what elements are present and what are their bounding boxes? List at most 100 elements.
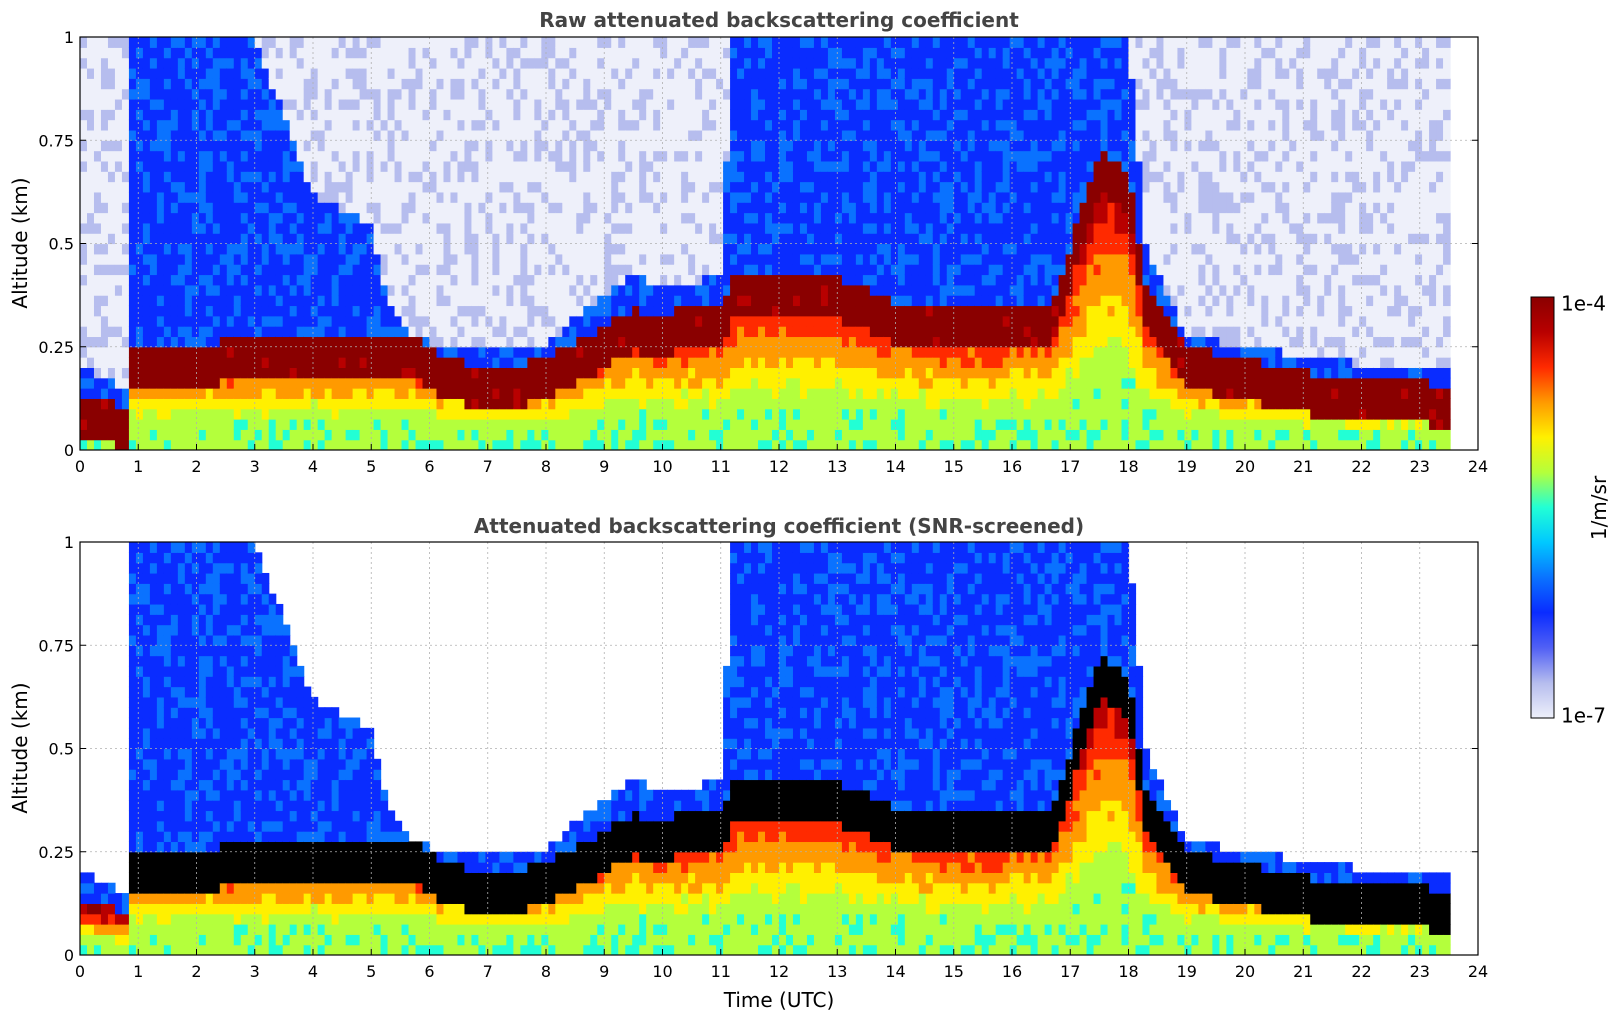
heatmap-cell bbox=[345, 47, 354, 59]
heatmap-cell bbox=[758, 129, 766, 141]
heatmap-cell bbox=[709, 98, 717, 110]
heatmap-cell bbox=[799, 171, 808, 183]
heatmap-cell bbox=[492, 119, 500, 131]
heatmap-cell bbox=[667, 57, 675, 69]
heatmap-cell bbox=[792, 202, 801, 214]
heatmap-cell bbox=[261, 181, 270, 193]
heatmap-cell bbox=[569, 222, 577, 234]
heatmap-cell bbox=[667, 140, 675, 152]
heatmap-cell bbox=[925, 57, 934, 69]
heatmap-cell bbox=[555, 439, 563, 450]
heatmap-cell bbox=[548, 429, 556, 441]
heatmap-cell bbox=[681, 98, 689, 110]
heatmap-cell bbox=[457, 305, 466, 317]
heatmap-cell bbox=[492, 57, 500, 69]
heatmap-cell bbox=[499, 357, 507, 368]
heatmap-cell bbox=[562, 284, 570, 296]
heatmap-cell bbox=[198, 67, 207, 79]
heatmap-cell bbox=[527, 37, 535, 48]
heatmap-cell bbox=[695, 295, 703, 307]
heatmap-cell bbox=[107, 284, 116, 296]
heatmap-cell bbox=[317, 419, 326, 430]
heatmap-cell bbox=[890, 233, 899, 245]
heatmap-cell bbox=[345, 429, 354, 441]
heatmap-cell bbox=[639, 419, 647, 430]
heatmap-cell bbox=[897, 357, 906, 368]
heatmap-cell bbox=[904, 274, 913, 286]
heatmap-cell bbox=[639, 171, 647, 183]
heatmap-cell bbox=[100, 57, 109, 69]
heatmap-cell bbox=[471, 253, 480, 265]
heatmap-cell bbox=[282, 326, 291, 338]
heatmap-cell bbox=[219, 295, 228, 307]
heatmap-cell bbox=[946, 181, 955, 193]
heatmap-cell bbox=[86, 336, 95, 348]
heatmap-cell bbox=[422, 326, 431, 338]
heatmap-cell bbox=[834, 129, 843, 141]
heatmap-cell bbox=[911, 357, 920, 368]
heatmap-cell bbox=[723, 129, 731, 141]
heatmap-cell bbox=[205, 274, 214, 286]
heatmap-cell bbox=[135, 326, 144, 338]
heatmap-cell bbox=[590, 315, 598, 327]
heatmap-cell bbox=[366, 284, 375, 296]
heatmap-cell bbox=[296, 78, 305, 90]
heatmap-cell bbox=[401, 398, 410, 410]
heatmap-cell bbox=[149, 37, 158, 48]
heatmap-cell bbox=[163, 284, 172, 296]
heatmap-cell bbox=[820, 171, 829, 183]
heatmap-cell bbox=[310, 140, 319, 152]
heatmap-cell bbox=[534, 398, 542, 410]
heatmap-cell bbox=[345, 129, 354, 141]
heatmap-cell bbox=[191, 233, 200, 245]
heatmap-cell bbox=[429, 295, 438, 307]
heatmap-cell bbox=[226, 439, 235, 450]
heatmap-cell bbox=[142, 388, 151, 399]
heatmap-cell bbox=[632, 243, 640, 255]
heatmap-cell bbox=[932, 439, 941, 450]
heatmap-cell bbox=[883, 98, 892, 110]
heatmap-cell bbox=[625, 57, 633, 69]
heatmap-cell bbox=[198, 419, 207, 430]
heatmap-cell bbox=[751, 202, 759, 214]
heatmap-cell bbox=[80, 37, 88, 48]
heatmap-cell bbox=[709, 202, 717, 214]
heatmap-cell bbox=[848, 274, 857, 286]
heatmap-cell bbox=[848, 419, 857, 430]
heatmap-cell bbox=[303, 336, 312, 348]
heatmap-cell bbox=[184, 119, 193, 131]
heatmap-cell bbox=[911, 346, 920, 358]
heatmap-cell bbox=[667, 398, 675, 410]
heatmap-cell bbox=[639, 274, 647, 286]
heatmap-cell bbox=[303, 377, 312, 389]
heatmap-cell bbox=[939, 274, 948, 286]
heatmap-cell bbox=[897, 78, 906, 90]
heatmap-cell bbox=[883, 160, 892, 172]
heatmap-cell bbox=[785, 212, 794, 224]
heatmap-cell bbox=[562, 274, 570, 286]
heatmap-cell bbox=[799, 222, 808, 234]
heatmap-cell bbox=[695, 88, 703, 100]
heatmap-cell bbox=[408, 346, 417, 358]
heatmap-cell bbox=[107, 377, 116, 389]
heatmap-cell bbox=[254, 150, 263, 162]
heatmap-cell bbox=[135, 295, 144, 307]
heatmap-cell bbox=[709, 47, 717, 59]
heatmap-cell bbox=[226, 181, 235, 193]
heatmap-cell bbox=[506, 377, 514, 389]
heatmap-cell bbox=[737, 47, 745, 59]
heatmap-cell bbox=[520, 284, 528, 296]
heatmap-cell bbox=[520, 98, 528, 110]
heatmap-cell bbox=[345, 98, 354, 110]
heatmap-cell bbox=[464, 109, 473, 121]
heatmap-cell bbox=[352, 274, 361, 286]
heatmap-cell bbox=[583, 212, 591, 224]
heatmap-cell bbox=[513, 47, 521, 59]
heatmap-cell bbox=[289, 88, 298, 100]
heatmap-cell bbox=[848, 326, 857, 338]
heatmap-cell bbox=[646, 98, 654, 110]
heatmap-cell bbox=[233, 150, 242, 162]
heatmap-cell bbox=[191, 57, 200, 69]
heatmap-cell bbox=[576, 408, 584, 420]
heatmap-cell bbox=[177, 274, 186, 286]
